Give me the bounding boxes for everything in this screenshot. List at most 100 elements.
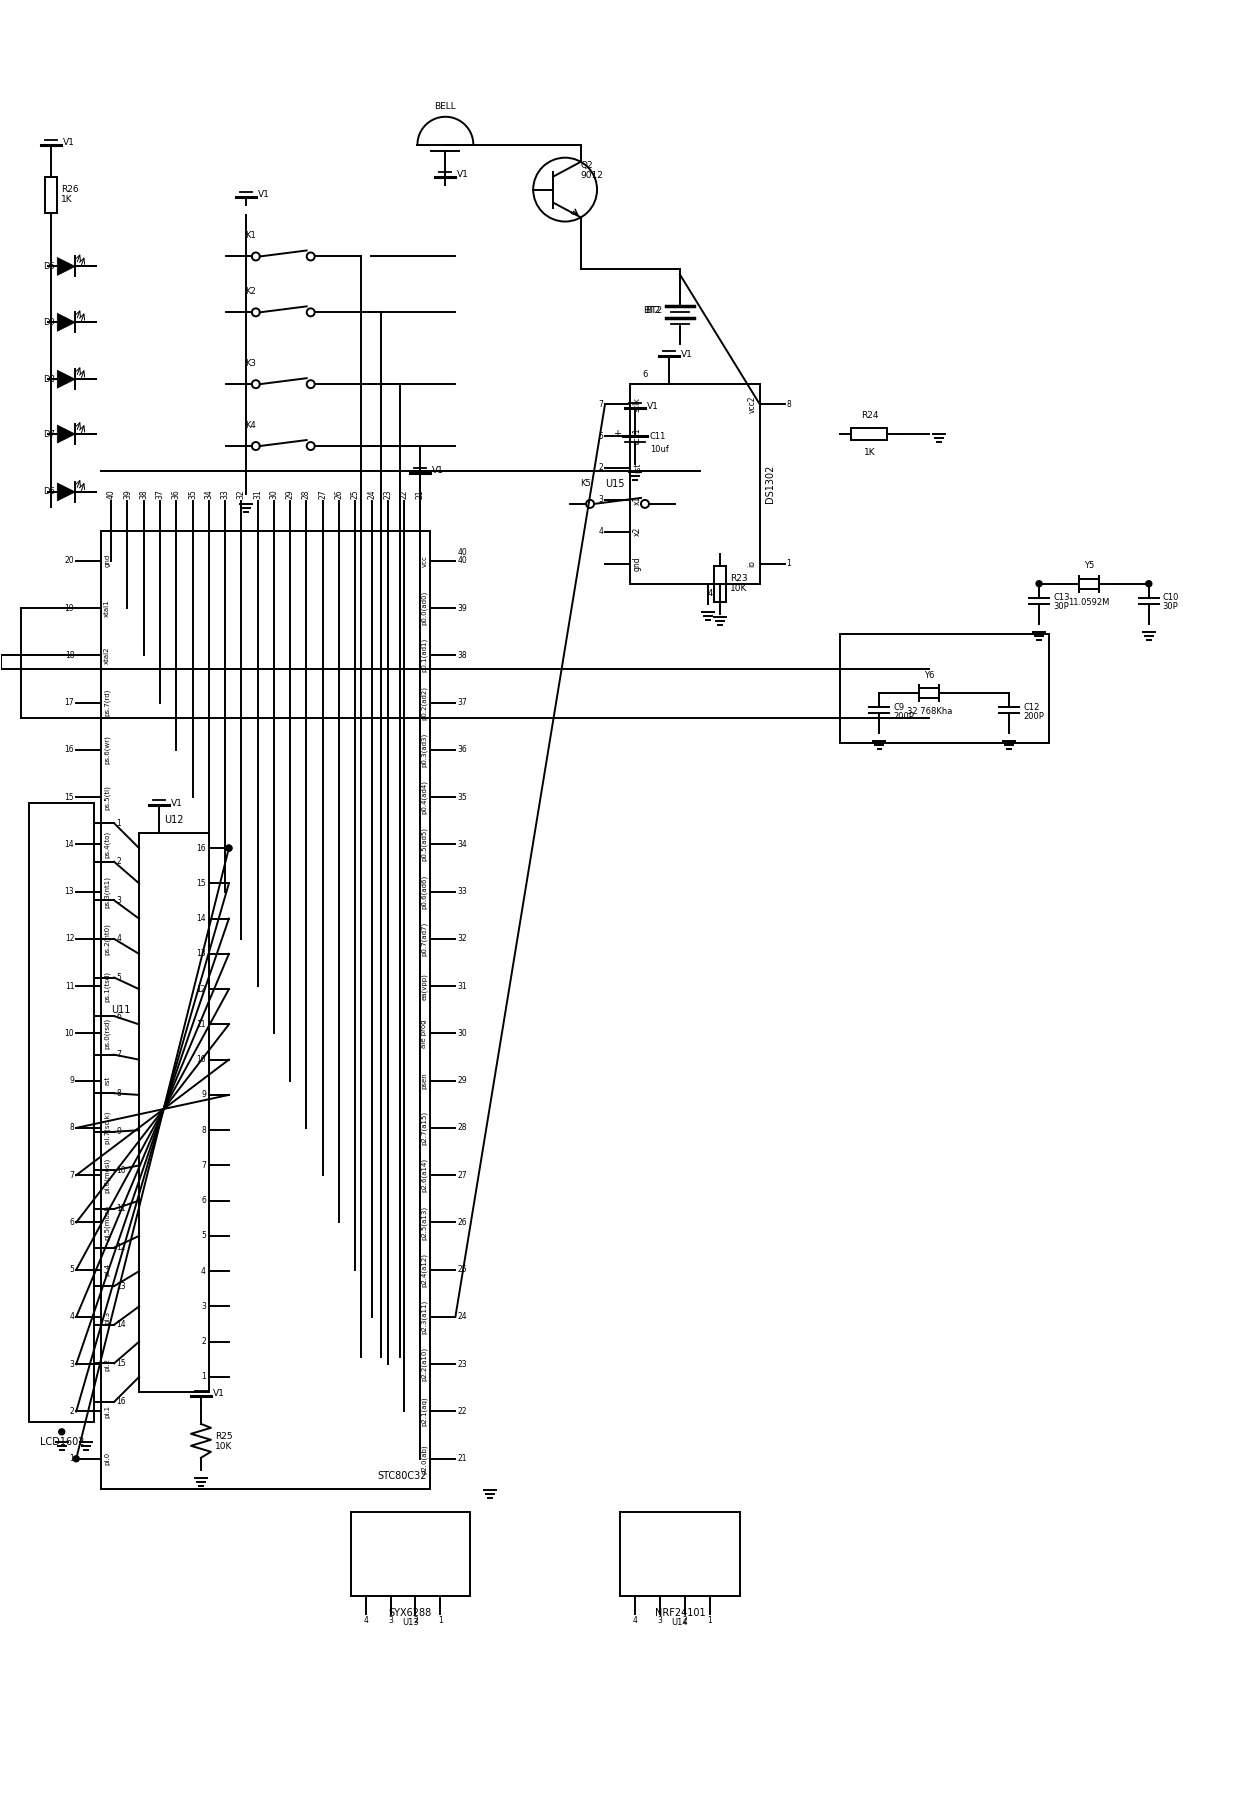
Text: 10: 10 (64, 1030, 74, 1037)
Bar (852, 428, 888, 441)
Text: rst: rst (104, 1077, 110, 1086)
Text: pi.1: pi.1 (104, 1405, 110, 1418)
Text: 200P: 200P (1023, 713, 1044, 722)
Text: ps.4(to): ps.4(to) (104, 830, 110, 858)
Text: 16: 16 (117, 1398, 125, 1407)
Bar (46, 176, 57, 212)
Text: 1: 1 (438, 1617, 443, 1626)
Bar (351, 1512, 470, 1597)
Text: 22: 22 (458, 1407, 467, 1416)
Text: 22: 22 (399, 490, 409, 499)
Text: 19: 19 (64, 604, 74, 613)
Text: 1K: 1K (863, 448, 875, 457)
Text: p0.7(ad7): p0.7(ad7) (420, 921, 428, 955)
Text: 2: 2 (413, 1617, 418, 1626)
Text: 38: 38 (139, 490, 149, 499)
Text: ea(vpp): ea(vpp) (420, 974, 428, 999)
Text: xtal1: xtal1 (104, 600, 110, 616)
Text: 4: 4 (632, 1617, 637, 1626)
Text: 40: 40 (458, 548, 467, 557)
Text: Y5: Y5 (1084, 560, 1094, 569)
Text: pi.0: pi.0 (104, 1452, 110, 1465)
Text: 14: 14 (196, 914, 206, 923)
Text: ale prog: ale prog (422, 1019, 428, 1048)
Text: 4: 4 (69, 1313, 74, 1322)
Text: 1: 1 (708, 1617, 712, 1626)
Bar (714, 566, 725, 602)
Text: Q2: Q2 (580, 161, 593, 170)
Text: pi.4: pi.4 (104, 1264, 110, 1276)
Text: 2: 2 (69, 1407, 74, 1416)
Text: 25: 25 (458, 1265, 467, 1275)
Text: 8: 8 (786, 399, 791, 408)
Text: 13: 13 (196, 950, 206, 959)
Polygon shape (57, 482, 76, 500)
Text: x1: x1 (632, 495, 642, 504)
Text: p0.2(ad2): p0.2(ad2) (420, 685, 428, 720)
Text: ps.1(tsd): ps.1(tsd) (104, 970, 110, 1001)
Text: 8: 8 (201, 1126, 206, 1135)
Text: 14: 14 (117, 1320, 125, 1329)
Text: 34: 34 (458, 839, 467, 848)
Text: C10: C10 (1163, 593, 1179, 602)
Text: 30P: 30P (1053, 602, 1069, 611)
Text: D5: D5 (43, 261, 56, 270)
Text: 32 768Kha: 32 768Kha (906, 707, 952, 716)
Circle shape (73, 1456, 79, 1461)
Text: U13: U13 (402, 1619, 419, 1628)
Text: p0.6(ad6): p0.6(ad6) (420, 874, 428, 908)
Text: 5: 5 (201, 1231, 206, 1240)
Text: 9012: 9012 (580, 170, 603, 179)
Text: 12: 12 (117, 1244, 125, 1253)
Text: 30P: 30P (1163, 602, 1178, 611)
Text: 6: 6 (117, 1012, 122, 1021)
Text: 25: 25 (351, 490, 360, 499)
Text: 3: 3 (388, 1617, 393, 1626)
Text: 9: 9 (117, 1128, 122, 1137)
Text: p2.1(aq): p2.1(aq) (420, 1396, 428, 1427)
Text: 15: 15 (117, 1358, 125, 1367)
Text: p0.3(ad3): p0.3(ad3) (420, 732, 428, 767)
Text: D6: D6 (43, 488, 56, 497)
Text: 15: 15 (64, 792, 74, 801)
Text: 1: 1 (117, 819, 120, 829)
Text: 38: 38 (458, 651, 467, 660)
Text: K2: K2 (246, 288, 257, 296)
Text: gnd: gnd (632, 557, 642, 571)
Text: pi.5(mosi): pi.5(mosi) (104, 1206, 110, 1240)
Text: V1: V1 (647, 402, 658, 410)
Text: 27: 27 (458, 1171, 467, 1180)
Text: 7: 7 (598, 399, 603, 408)
Text: NRF24101: NRF24101 (655, 1608, 706, 1619)
Text: 11: 11 (64, 981, 74, 990)
Bar (919, 689, 939, 698)
Text: p2.4(a12): p2.4(a12) (420, 1253, 428, 1287)
Text: pi.6(mosi): pi.6(mosi) (104, 1157, 110, 1193)
Text: pi.2: pi.2 (104, 1358, 110, 1371)
Text: U15: U15 (605, 479, 625, 490)
Text: K4: K4 (246, 421, 257, 430)
Text: ps.5(ti): ps.5(ti) (104, 785, 110, 810)
Text: R23: R23 (730, 575, 748, 584)
Bar (30, 803, 94, 1421)
Text: p2.7(a15): p2.7(a15) (420, 1111, 428, 1146)
Text: 3: 3 (69, 1360, 74, 1369)
Text: ps.3(nt1): ps.3(nt1) (104, 876, 110, 908)
Bar (839, 633, 1049, 743)
Text: 3: 3 (657, 1617, 662, 1626)
Text: p2.3(a11): p2.3(a11) (420, 1300, 428, 1334)
Text: 5: 5 (69, 1265, 74, 1275)
Text: 3: 3 (117, 896, 122, 905)
Text: 1K: 1K (61, 196, 73, 205)
Text: D9: D9 (43, 317, 56, 326)
Text: x2: x2 (632, 528, 642, 537)
Text: 1: 1 (786, 558, 791, 567)
Text: 11: 11 (196, 1021, 206, 1030)
Text: 20: 20 (64, 557, 74, 566)
Text: 11.0592M: 11.0592M (1068, 598, 1110, 607)
Text: 10K: 10K (730, 584, 748, 593)
Text: vcc2: vcc2 (748, 395, 756, 413)
Bar (1079, 578, 1099, 589)
Polygon shape (57, 314, 76, 332)
Text: 8: 8 (117, 1090, 120, 1097)
